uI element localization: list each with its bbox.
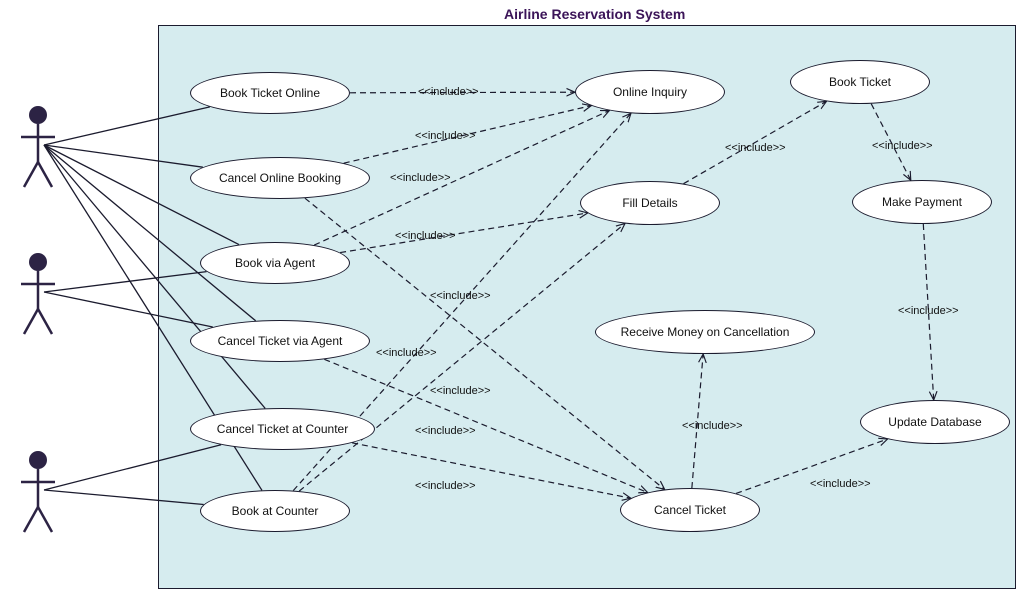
usecase-make-payment: Make Payment — [852, 180, 992, 224]
usecase-online-inquiry: Online Inquiry — [575, 70, 725, 114]
include-label: <<include>> — [415, 425, 476, 437]
include-label: <<include>> — [682, 420, 743, 432]
actor-counter — [21, 451, 55, 532]
usecase-cancel-counter: Cancel Ticket at Counter — [190, 408, 375, 450]
usecase-cancel-online: Cancel Online Booking — [190, 157, 370, 199]
include-label: <<include>> — [872, 140, 933, 152]
diagram-title: Airline Reservation System — [504, 6, 685, 22]
include-label: <<include>> — [725, 142, 786, 154]
usecase-cancel-ticket: Cancel Ticket — [620, 488, 760, 532]
include-label: <<include>> — [415, 480, 476, 492]
actor-online-user — [21, 106, 55, 187]
usecase-book-ticket: Book Ticket — [790, 60, 930, 104]
usecase-book-online: Book Ticket Online — [190, 72, 350, 114]
include-label: <<include>> — [810, 478, 871, 490]
include-label: <<include>> — [430, 290, 491, 302]
include-label: <<include>> — [430, 385, 491, 397]
usecase-cancel-agent: Cancel Ticket via Agent — [190, 320, 370, 362]
usecase-fill-details: Fill Details — [580, 181, 720, 225]
include-label: <<include>> — [898, 305, 959, 317]
include-label: <<include>> — [376, 347, 437, 359]
usecase-book-agent: Book via Agent — [200, 242, 350, 284]
include-label: <<include>> — [418, 86, 479, 98]
usecase-receive-money: Receive Money on Cancellation — [595, 310, 815, 354]
usecase-book-counter: Book at Counter — [200, 490, 350, 532]
include-label: <<include>> — [415, 130, 476, 142]
include-label: <<include>> — [390, 172, 451, 184]
usecase-update-db: Update Database — [860, 400, 1010, 444]
diagram-canvas: Airline Reservation System Book Ticket O… — [0, 0, 1024, 597]
include-label: <<include>> — [395, 230, 456, 242]
actor-agent — [21, 253, 55, 334]
